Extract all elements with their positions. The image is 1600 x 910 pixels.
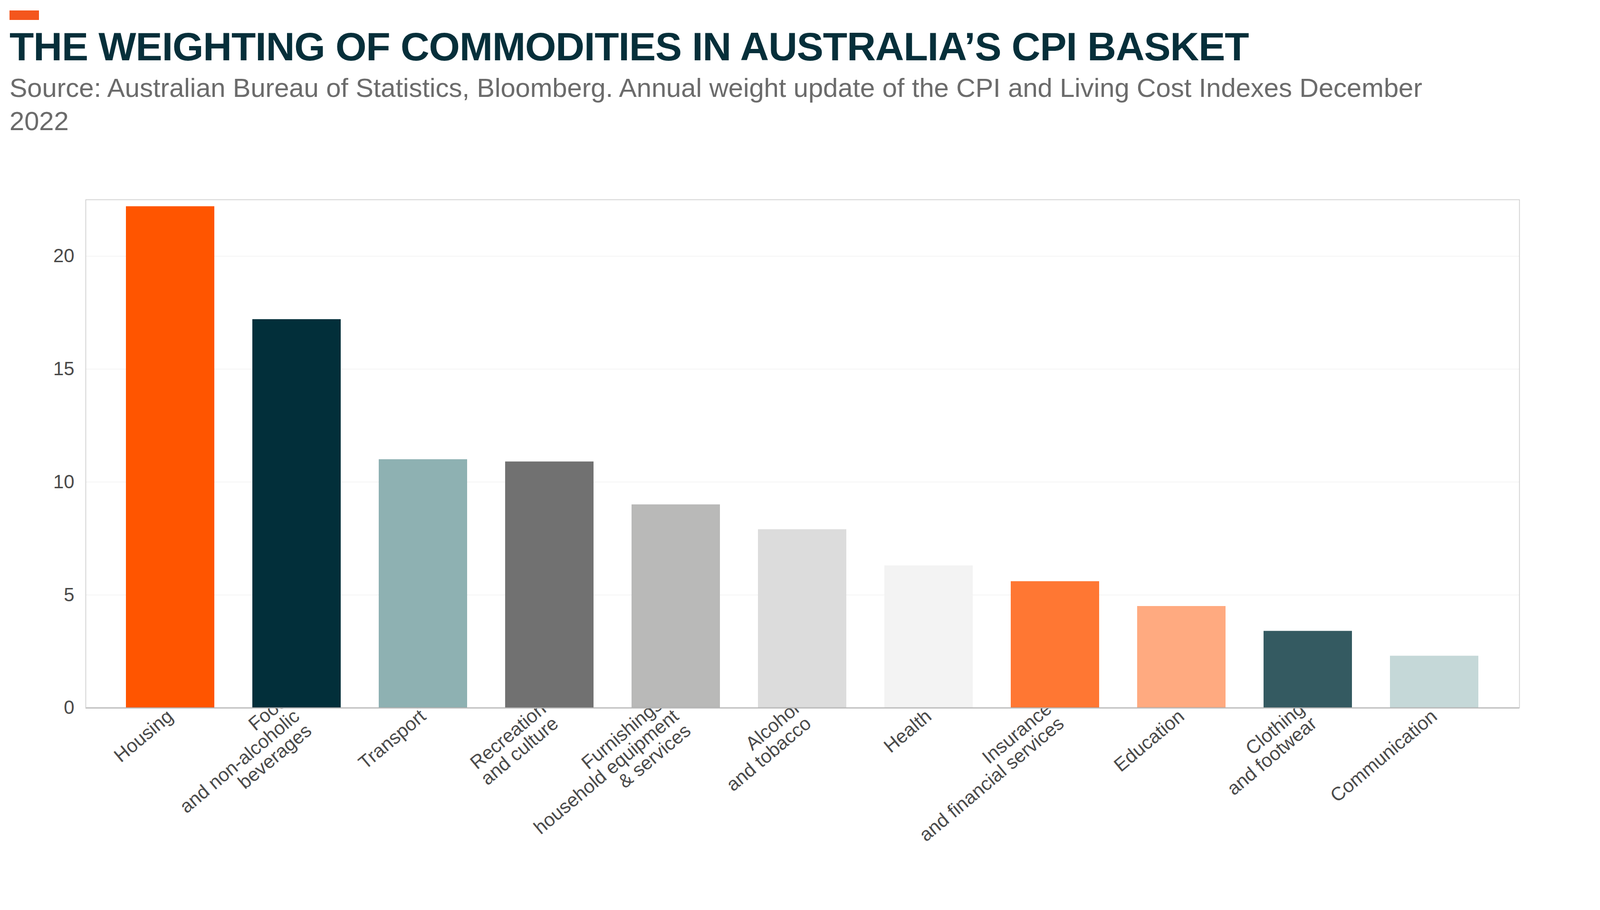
html-text:Source: Australian Bureau of S: Source: Australian Bureau of Statistics,… [9, 72, 1423, 137]
svg-text:Foodand non-alcoholicbeverages: Foodand non-alcoholicbeverages [163, 690, 316, 833]
svg-text:Furnishings,household equipmen: Furnishings,household equipment& service… [517, 690, 695, 853]
svg-text:Clothingand footwear: Clothingand footwear [1210, 698, 1321, 800]
svg-text:Communication: Communication [1326, 705, 1441, 807]
svg-text:Alcoholand tobacco: Alcoholand tobacco [709, 698, 815, 796]
svg-text:Recreationand culture: Recreationand culture [464, 698, 563, 790]
html-text:THE WEIGHTING OF COMMODITIES I: THE WEIGHTING OF COMMODITIES IN AUSTRALI… [9, 24, 1249, 69]
svg-text:Housing: Housing [109, 705, 177, 767]
svg-text:20: 20 [53, 245, 75, 267]
svg-text:Health: Health [879, 705, 936, 757]
svg-text:0: 0 [63, 697, 75, 719]
svg-text:Transport: Transport [354, 705, 430, 774]
svg-text:Education: Education [1109, 705, 1189, 777]
svg-text:5: 5 [63, 584, 75, 606]
svg-text:Insuranceand financial service: Insuranceand financial services [902, 698, 1068, 846]
svg-text:15: 15 [53, 358, 75, 380]
svg-text:10: 10 [53, 471, 75, 493]
